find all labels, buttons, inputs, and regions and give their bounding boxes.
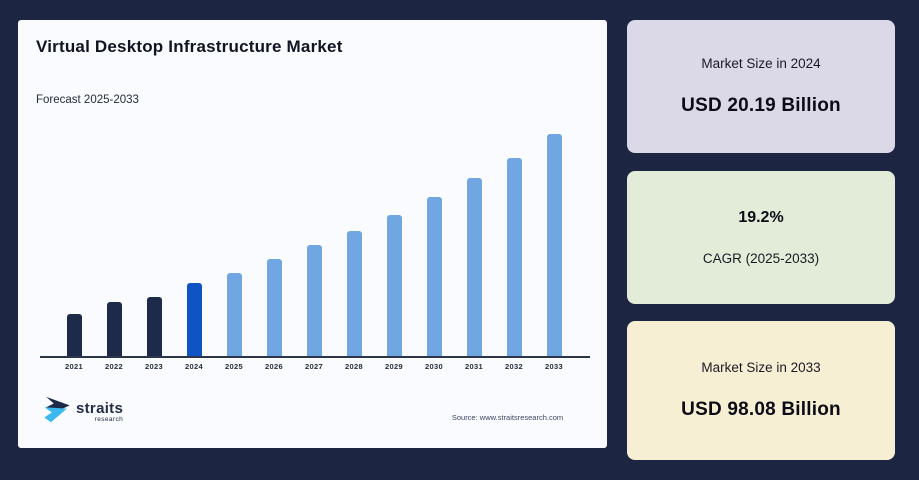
card-cagr-value: 19.2%	[738, 209, 784, 226]
logo-text: straits research	[76, 401, 123, 424]
bar-2031	[466, 178, 482, 356]
x-tick-2024: 2024	[185, 362, 203, 371]
card-market-size-2024: Market Size in 2024 USD 20.19 Billion	[627, 20, 895, 153]
bar-2033	[546, 134, 562, 356]
bar-2025	[226, 273, 242, 356]
x-tick-2021: 2021	[65, 362, 83, 371]
source-note: Source: www.straitsresearch.com	[451, 413, 564, 422]
bar-2022	[106, 302, 122, 356]
x-tick-2029: 2029	[385, 362, 403, 371]
bar-2032	[506, 158, 522, 356]
card-market-size-2033: Market Size in 2033 USD 98.08 Billion	[627, 321, 895, 460]
bar-2023	[146, 297, 162, 356]
x-tick-2023: 2023	[145, 362, 163, 371]
card-market-size-2033-value: USD 98.08 Billion	[681, 399, 841, 420]
chart-subtitle: Forecast 2025-2033	[36, 94, 139, 106]
card-cagr-label: CAGR (2025-2033)	[702, 251, 820, 266]
card-market-size-2033-label: Market Size in 2033	[701, 360, 821, 375]
bar-2026	[266, 259, 282, 356]
straits-logo-icon	[42, 395, 73, 430]
x-tick-2027: 2027	[305, 362, 323, 371]
x-tick-2030: 2030	[425, 362, 443, 371]
bar-chart-plot: 2021 2022 2023 2024 2025 2026 2027 2028 2029 2030…	[18, 20, 607, 448]
bar-2024	[186, 283, 202, 356]
x-tick-2022: 2022	[105, 362, 123, 371]
bar-2029	[386, 215, 402, 356]
x-tick-2031: 2031	[465, 362, 483, 371]
x-axis-line	[40, 356, 590, 358]
bar-2027	[306, 245, 322, 356]
straits-research-logo: straits research	[42, 395, 123, 430]
bar-2021	[66, 314, 82, 356]
x-tick-2032: 2032	[505, 362, 523, 371]
bar-2028	[346, 231, 362, 356]
bar-2030	[426, 197, 442, 356]
card-cagr: 19.2% CAGR (2025-2033)	[627, 171, 895, 304]
x-tick-2026: 2026	[265, 362, 283, 371]
card-market-size-2024-label: Market Size in 2024	[701, 56, 821, 71]
x-tick-2033: 2033	[545, 362, 563, 371]
x-tick-2028: 2028	[345, 362, 363, 371]
chart-panel: Virtual Desktop Infrastructure Market Fo…	[18, 20, 607, 448]
logo-subtitle: research	[94, 416, 124, 424]
x-tick-2025: 2025	[225, 362, 243, 371]
card-market-size-2024-value: USD 20.19 Billion	[681, 95, 841, 116]
logo-name: straits	[76, 400, 124, 418]
chart-title: Virtual Desktop Infrastructure Market	[36, 37, 343, 56]
